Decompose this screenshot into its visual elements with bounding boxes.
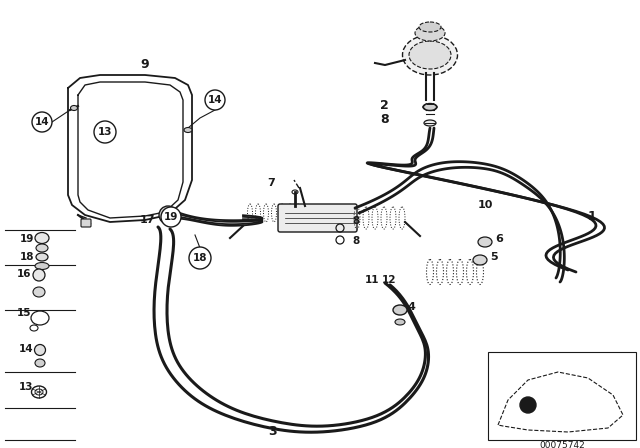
FancyBboxPatch shape — [488, 352, 636, 440]
Ellipse shape — [415, 25, 445, 41]
Ellipse shape — [36, 244, 48, 252]
FancyBboxPatch shape — [81, 219, 91, 227]
Text: 6: 6 — [495, 234, 503, 244]
Circle shape — [161, 207, 181, 227]
Text: 12: 12 — [382, 275, 397, 285]
Text: 16: 16 — [17, 269, 31, 279]
Text: 19: 19 — [164, 212, 178, 222]
Ellipse shape — [35, 233, 49, 244]
Ellipse shape — [33, 269, 45, 281]
Ellipse shape — [159, 206, 177, 224]
Text: 19: 19 — [20, 234, 35, 244]
Ellipse shape — [423, 103, 437, 111]
Ellipse shape — [419, 22, 441, 32]
Ellipse shape — [70, 105, 77, 111]
Ellipse shape — [395, 319, 405, 325]
Ellipse shape — [473, 255, 487, 265]
Text: 11: 11 — [365, 275, 380, 285]
Text: 13: 13 — [19, 382, 33, 392]
Ellipse shape — [33, 287, 45, 297]
Circle shape — [32, 112, 52, 132]
Text: 4: 4 — [407, 302, 415, 312]
Text: 14: 14 — [208, 95, 222, 105]
Text: 00075742: 00075742 — [539, 441, 585, 448]
Ellipse shape — [478, 237, 492, 247]
Ellipse shape — [35, 263, 49, 270]
Ellipse shape — [163, 210, 173, 220]
Ellipse shape — [393, 305, 407, 315]
Text: 8: 8 — [380, 113, 388, 126]
Text: 9: 9 — [141, 58, 149, 71]
Text: 8: 8 — [352, 216, 359, 226]
Text: 14: 14 — [19, 344, 34, 354]
Text: 8: 8 — [352, 236, 359, 246]
Text: 5: 5 — [490, 252, 498, 262]
Ellipse shape — [36, 253, 48, 261]
Text: 7: 7 — [267, 178, 275, 188]
Ellipse shape — [424, 120, 436, 126]
Circle shape — [94, 121, 116, 143]
Ellipse shape — [184, 128, 192, 133]
Text: 10: 10 — [478, 200, 493, 210]
Text: 1: 1 — [588, 210, 596, 223]
Circle shape — [189, 247, 211, 269]
Text: 17: 17 — [140, 215, 156, 225]
FancyBboxPatch shape — [278, 204, 357, 232]
Ellipse shape — [403, 35, 458, 75]
Ellipse shape — [35, 359, 45, 367]
Text: 3: 3 — [268, 425, 276, 438]
Ellipse shape — [409, 41, 451, 69]
Text: 15: 15 — [17, 308, 31, 318]
Text: 18: 18 — [193, 253, 207, 263]
Circle shape — [520, 397, 536, 413]
Text: 14: 14 — [35, 117, 49, 127]
Text: 13: 13 — [98, 127, 112, 137]
Text: 2: 2 — [380, 99, 388, 112]
Text: 18: 18 — [20, 252, 35, 262]
Circle shape — [205, 90, 225, 110]
Ellipse shape — [35, 345, 45, 356]
